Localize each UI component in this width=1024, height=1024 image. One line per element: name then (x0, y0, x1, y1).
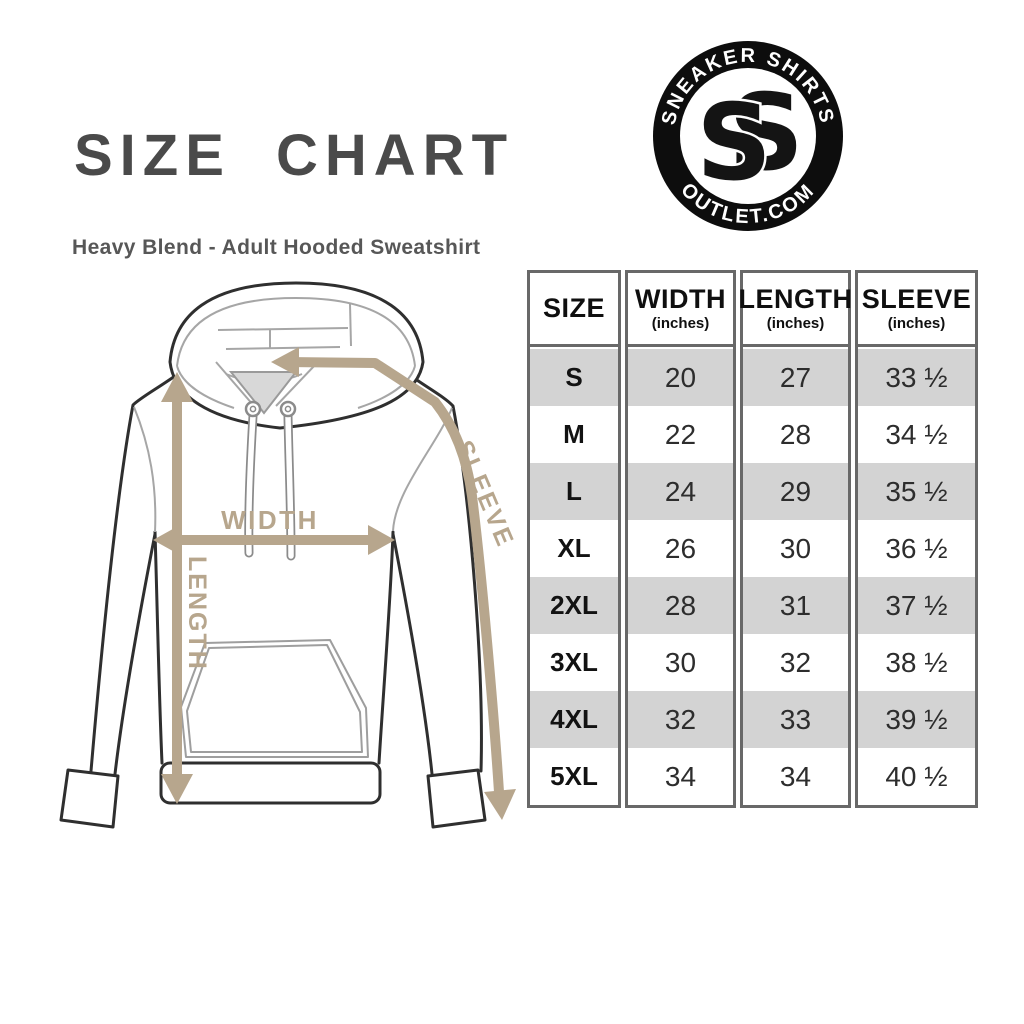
length-value-cell: 33 (743, 691, 848, 748)
size-column-header: SIZE (530, 273, 618, 347)
brand-logo: SNEAKER SHIRTS OUTLET.COM S S (653, 41, 843, 231)
right-cuff (426, 768, 487, 829)
product-subtitle: Heavy Blend - Adult Hooded Sweatshirt (72, 236, 481, 259)
width-value-cell: 24 (628, 463, 733, 520)
left-cuff (59, 768, 120, 829)
waistband (159, 761, 382, 805)
width-value-cell: 32 (628, 691, 733, 748)
length-column-header: LENGTH (inches) (739, 273, 852, 347)
size-table: SIZE S M L XL 2XL 3XL 4XL 5XL WIDTH (inc… (527, 270, 978, 808)
left-armhole-seam (133, 406, 157, 533)
sleeve-column: SLEEVE (inches) 33 ½ 34 ½ 35 ½ 36 ½ 37 ½… (855, 270, 978, 808)
width-header-unit: (inches) (651, 314, 710, 332)
length-value-cell: 34 (779, 760, 812, 792)
sleeve-value-cell: 34 ½ (885, 418, 948, 450)
length-value-cell: 32 (779, 646, 812, 678)
width-header-label: WIDTH (635, 284, 726, 315)
sleeve-value-cell: 38 ½ (885, 646, 948, 678)
hood-back-fold-line-1 (217, 327, 349, 331)
logo-monogram-s-left: S (696, 82, 772, 204)
size-label-cell: L (530, 463, 618, 520)
length-column: LENGTH (inches) 27 28 29 30 31 32 33 34 (739, 270, 852, 808)
width-label: WIDTH (221, 505, 319, 535)
left-sleeve-inner-edge (113, 532, 157, 776)
right-sleeve-inner-edge (391, 532, 434, 776)
hood-opening-right (357, 365, 416, 409)
size-label-cell: 4XL (530, 691, 618, 748)
right-eyelet-hole (284, 405, 292, 413)
size-column: SIZE S M L XL 2XL 3XL 4XL 5XL (527, 270, 621, 808)
hoodie-diagram: WIDTH LENGTH SLEEVE (59, 281, 518, 829)
sleeve-column-header: SLEEVE (inches) (858, 273, 975, 347)
length-arrowhead-bottom (161, 774, 193, 804)
width-value-cell: 34 (664, 760, 697, 792)
length-value-cell: 31 (743, 577, 848, 634)
width-arrowhead-left (153, 525, 180, 555)
pocket-inner-line (186, 644, 363, 753)
left-eyelet-hole (249, 405, 257, 413)
hoodie-body-outline (59, 374, 487, 829)
right-eyelet (279, 400, 297, 418)
left-eyelet (244, 400, 262, 418)
sleeve-arrowhead-left (271, 347, 299, 377)
collar-fold-left (215, 361, 255, 407)
size-label-cell: 3XL (550, 647, 598, 677)
logo-monogram-s-right: S (728, 72, 804, 194)
hood-opening-left (176, 365, 235, 409)
right-armhole-seam (392, 407, 453, 532)
sleeve-value-cell: 35 ½ (858, 463, 975, 520)
left-sleeve-outer-edge (89, 374, 177, 773)
sleeve-arrow-line (285, 357, 504, 793)
sleeve-value-cell: 39 ½ (858, 691, 975, 748)
length-arrowhead-top (161, 372, 193, 402)
sleeve-value-cell: 40 ½ (885, 760, 948, 792)
length-value-cell: 29 (743, 463, 848, 520)
page-title: SIZE CHART (74, 123, 514, 188)
hood-back-fold-line-2 (225, 346, 341, 350)
sleeve-value-cell: 37 ½ (858, 577, 975, 634)
collar-fold-right (275, 363, 317, 407)
width-value-cell: 22 (664, 418, 697, 450)
sleeve-value-cell: 36 ½ (885, 532, 948, 564)
body-right-seam (377, 530, 395, 765)
sleeve-header-label: SLEEVE (861, 284, 972, 315)
width-value-cell: 30 (664, 646, 697, 678)
sleeve-value-cell: 33 ½ (858, 349, 975, 406)
size-label-cell: S (530, 349, 618, 406)
hood-back-seam-right (349, 303, 352, 347)
size-label-cell: 5XL (550, 761, 598, 791)
sleeve-arrowhead-bottom (484, 789, 516, 820)
width-value-cell: 26 (664, 532, 697, 564)
width-column: WIDTH (inches) 20 22 24 26 28 30 32 34 (625, 270, 736, 808)
width-arrowhead-right (368, 525, 395, 555)
width-value-cell: 28 (628, 577, 733, 634)
length-value-cell: 27 (743, 349, 848, 406)
size-header-label: SIZE (542, 293, 605, 324)
body-left-seam (153, 530, 164, 765)
size-label-cell: M (563, 419, 585, 449)
logo-inner-disc (680, 68, 816, 204)
width-value-cell: 20 (628, 349, 733, 406)
collar-v-inset (228, 371, 299, 415)
size-label-cell: XL (557, 533, 591, 563)
hood-opening-line (176, 296, 416, 367)
length-header-label: LENGTH (738, 284, 853, 315)
sleeve-label: SLEEVE (449, 436, 518, 552)
size-label-cell: 2XL (530, 577, 618, 634)
length-value-cell: 30 (779, 532, 812, 564)
right-sleeve-outer-edge (409, 374, 483, 773)
length-header-unit: (inches) (766, 314, 825, 332)
width-column-header: WIDTH (inches) (628, 273, 733, 347)
sleeve-header-unit: (inches) (887, 314, 946, 332)
length-value-cell: 28 (779, 418, 812, 450)
length-label: LENGTH (183, 556, 211, 671)
